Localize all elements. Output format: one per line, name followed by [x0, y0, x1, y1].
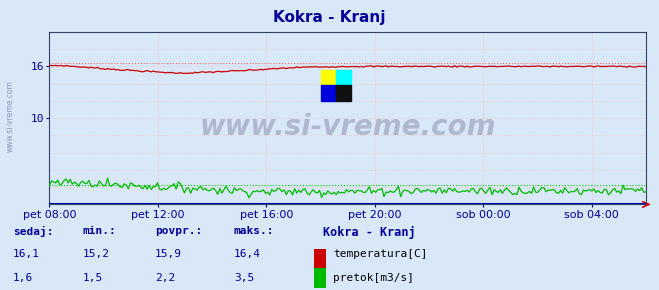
Text: 2,2: 2,2: [155, 273, 175, 282]
FancyBboxPatch shape: [321, 85, 335, 101]
FancyBboxPatch shape: [335, 70, 351, 85]
FancyBboxPatch shape: [321, 70, 335, 85]
Text: Kokra - Kranj: Kokra - Kranj: [323, 226, 416, 239]
FancyBboxPatch shape: [335, 85, 351, 101]
Text: min.:: min.:: [82, 226, 116, 236]
Text: maks.:: maks.:: [234, 226, 274, 236]
Text: 3,5: 3,5: [234, 273, 254, 282]
Text: 15,9: 15,9: [155, 249, 182, 259]
Text: 16,4: 16,4: [234, 249, 261, 259]
Text: temperatura[C]: temperatura[C]: [333, 249, 427, 259]
Text: 16,1: 16,1: [13, 249, 40, 259]
Text: 15,2: 15,2: [82, 249, 109, 259]
Text: Kokra - Kranj: Kokra - Kranj: [273, 10, 386, 25]
Text: 1,6: 1,6: [13, 273, 34, 282]
Text: www.si-vreme.com: www.si-vreme.com: [200, 113, 496, 141]
Text: pretok[m3/s]: pretok[m3/s]: [333, 273, 414, 282]
Text: povpr.:: povpr.:: [155, 226, 202, 236]
Text: sedaj:: sedaj:: [13, 226, 53, 237]
Text: 1,5: 1,5: [82, 273, 103, 282]
Text: www.si-vreme.com: www.si-vreme.com: [5, 80, 14, 152]
